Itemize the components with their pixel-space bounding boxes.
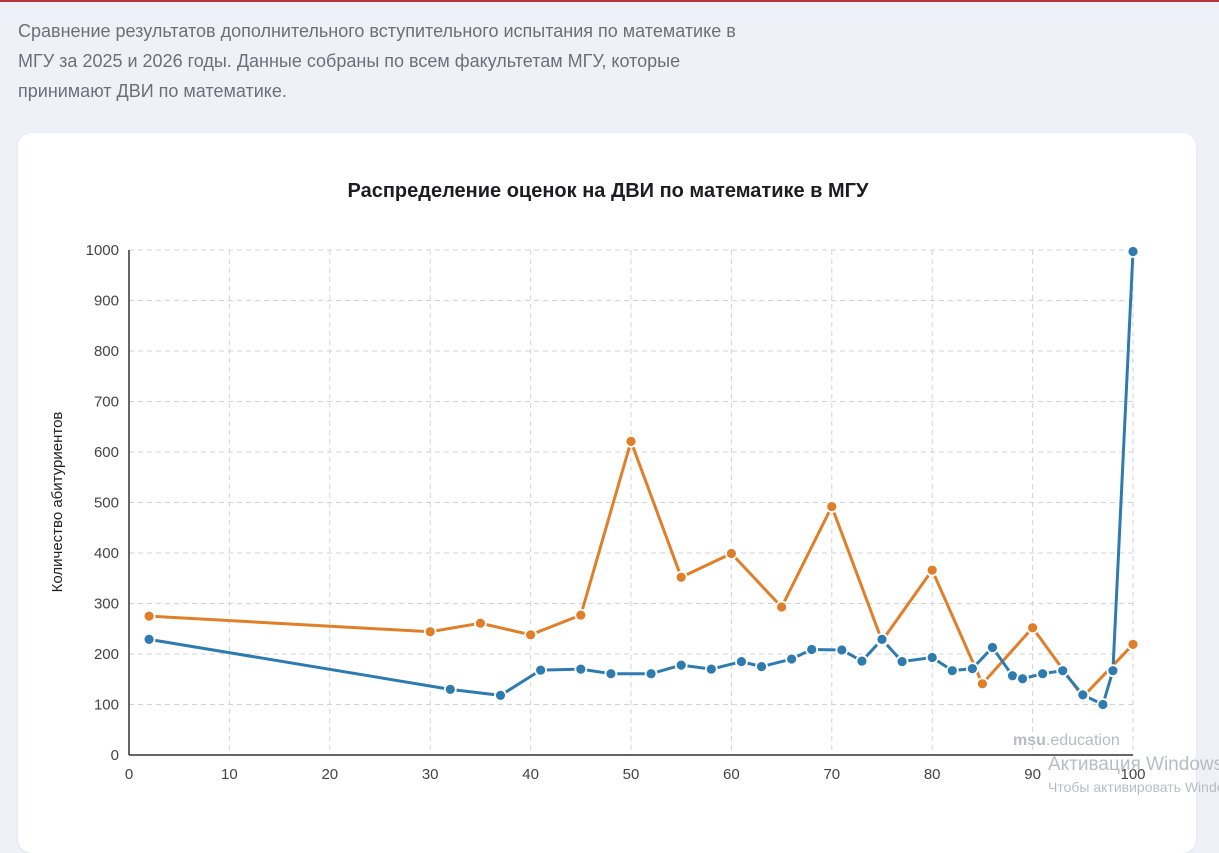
data-point-series-1[interactable] [574,608,588,622]
data-point-series-2[interactable] [735,655,748,668]
data-point-series-2[interactable] [604,667,618,681]
y-tick-label: 200 [94,646,119,663]
data-point-series-2[interactable] [755,660,768,674]
series-line-2 [148,251,1135,706]
y-tick-label: 500 [94,495,119,512]
tick-labels: 0 10 20 30 40 50 60 70 80 90 100010020030040050060… [86,242,1146,783]
chart-title: Распределение оценок на ДВИ по математик… [348,180,870,202]
x-tick-label: 40 [522,766,539,783]
y-tick-label: 1000 [86,242,119,259]
data-point-series-1[interactable] [624,434,638,448]
data-point-series-2[interactable] [1096,698,1110,711]
y-tick-label: 600 [94,444,119,461]
data-point-series-2[interactable] [534,663,548,677]
msu-education-watermark: msu.education [1013,732,1120,749]
intro-text: Сравнение результатов дополнительного вс… [18,21,736,101]
y-tick-label: 100 [94,697,119,714]
data-point-series-2[interactable] [704,662,718,676]
data-point-series-2[interactable] [142,632,156,646]
data-point-series-1[interactable] [825,500,839,513]
x-tick-label: 80 [924,766,941,783]
x-tick-label: 100 [1120,766,1145,783]
line-chart: Распределение оценок на ДВИ по математик… [49,180,1146,783]
x-tick-label: 70 [823,766,840,783]
y-tick-label: 0 [111,747,119,764]
data-point-series-2[interactable] [1016,672,1029,686]
data-point-series-1[interactable] [1126,638,1140,651]
data-point-series-2[interactable] [674,658,688,672]
data-point-series-2[interactable] [785,652,799,666]
data-point-series-2[interactable] [1056,664,1070,678]
x-tick-label: 30 [422,766,439,783]
y-tick-label: 800 [94,343,119,360]
data-point-series-2[interactable] [986,641,999,654]
data-point-series-1[interactable] [976,677,989,691]
windows-activation-subtitle: Чтобы активировать Windows [1048,779,1219,795]
x-tick-label: 60 [723,766,740,783]
x-tick-label: 90 [1024,766,1041,783]
data-point-series-1[interactable] [1026,621,1039,635]
data-point-series-2[interactable] [925,651,939,664]
data-point-series-2[interactable] [1076,688,1090,702]
data-point-series-2[interactable] [835,643,849,657]
y-tick-label: 700 [94,394,119,411]
data-point-series-1[interactable] [674,570,688,584]
data-point-series-1[interactable] [473,616,487,630]
data-point-series-2[interactable] [805,643,819,656]
x-tick-label: 50 [623,766,640,783]
data-point-series-1[interactable] [524,628,537,642]
data-point-series-1[interactable] [423,625,437,639]
x-tick-label: 0 [125,766,133,783]
y-tick-label: 900 [94,293,119,310]
data-point-series-2[interactable] [965,662,979,676]
data-point-series-2[interactable] [855,654,869,668]
y-axis-title: Количество абитуриентов [49,412,66,593]
data-point-series-1[interactable] [775,600,788,614]
windows-activation-title: Активация Windows [1048,754,1219,775]
data-point-series-2[interactable] [1106,664,1120,678]
data-point-series-2[interactable] [945,664,959,678]
data-point-series-2[interactable] [1036,667,1050,681]
top-accent-bar [0,0,1219,2]
y-tick-label: 400 [94,545,119,562]
x-tick-label: 10 [221,766,238,783]
data-point-series-1[interactable] [925,563,939,577]
data-point-series-2[interactable] [644,667,658,681]
series [142,245,1140,711]
data-point-series-2[interactable] [875,632,889,646]
y-tick-label: 300 [94,596,119,613]
series-line-1 [148,439,1135,699]
data-point-series-1[interactable] [725,547,738,560]
data-point-series-2[interactable] [494,689,507,702]
axes [128,250,1133,756]
chart-card [18,133,1196,853]
data-point-series-2[interactable] [1126,245,1140,258]
x-tick-label: 20 [321,766,338,783]
data-point-series-1[interactable] [142,609,156,623]
data-point-series-2[interactable] [574,662,588,676]
data-point-series-2[interactable] [443,682,457,696]
data-point-series-2[interactable] [895,655,909,668]
